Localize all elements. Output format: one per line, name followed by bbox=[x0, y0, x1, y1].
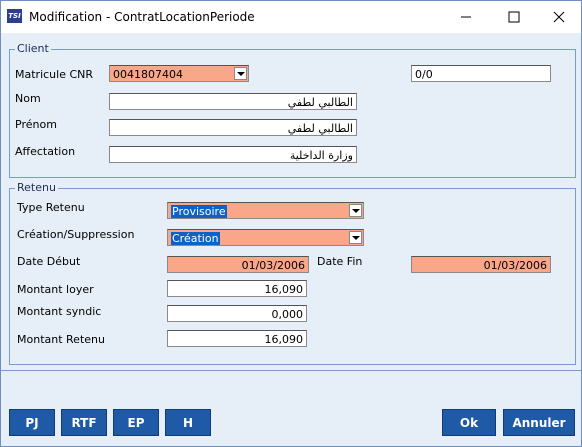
window-title: Modification - ContratLocationPeriode bbox=[29, 10, 255, 24]
group-legend: Retenu bbox=[15, 181, 58, 194]
type-combo[interactable]: Provisoire bbox=[167, 202, 364, 219]
counter-field[interactable]: 0/0 bbox=[411, 65, 551, 82]
prenom-field[interactable]: الطالبي لطفي bbox=[109, 119, 357, 136]
window-controls[interactable] bbox=[451, 9, 571, 25]
label: Montant Retenu bbox=[17, 333, 105, 346]
label: Création/Suppression bbox=[17, 228, 135, 241]
button[interactable]: Ok bbox=[442, 409, 496, 436]
button[interactable]: PJ bbox=[9, 409, 55, 436]
matricule-combo[interactable]: 0041807404 bbox=[109, 65, 249, 82]
app-icon: TSI bbox=[7, 9, 22, 23]
label: Montant syndic bbox=[17, 305, 102, 318]
combo-value: Création bbox=[171, 232, 220, 245]
label: Date Fin bbox=[317, 255, 363, 268]
title-bar: TSI Modification - ContratLocationPeriod… bbox=[1, 1, 581, 33]
button[interactable]: EP bbox=[113, 409, 159, 436]
date-debut-field[interactable]: 01/03/2006 bbox=[167, 256, 309, 273]
label: Prénom bbox=[15, 118, 57, 131]
button[interactable]: Annuler bbox=[503, 409, 575, 436]
creation-combo[interactable]: Création bbox=[167, 229, 364, 246]
separator bbox=[1, 370, 581, 371]
nom-field[interactable]: الطالبي لطفي bbox=[109, 93, 357, 110]
syndic-field[interactable]: 0,000 bbox=[167, 305, 307, 322]
dropdown-arrow[interactable] bbox=[234, 67, 247, 80]
loyer-field[interactable]: 16,090 bbox=[167, 280, 307, 297]
client-group bbox=[9, 49, 576, 178]
button[interactable]: RTF bbox=[61, 409, 107, 436]
button[interactable]: H bbox=[165, 409, 211, 436]
label: Nom bbox=[15, 92, 41, 105]
dropdown-arrow[interactable] bbox=[349, 231, 362, 244]
montant-retenu-field[interactable]: 16,090 bbox=[167, 330, 307, 347]
date-fin-field[interactable]: 01/03/2006 bbox=[411, 256, 551, 273]
label: Affectation bbox=[15, 145, 76, 158]
affectation-field[interactable]: وزارة الداخلية bbox=[109, 146, 357, 163]
dropdown-arrow[interactable] bbox=[349, 204, 362, 217]
group-legend: Client bbox=[15, 42, 51, 55]
label: Matricule CNR bbox=[15, 68, 94, 81]
retenu-group bbox=[9, 188, 576, 365]
combo-value: 0041807404 bbox=[113, 68, 183, 81]
label: Montant loyer bbox=[17, 283, 94, 296]
label: Type Retenu bbox=[17, 201, 85, 214]
label: Date Début bbox=[17, 255, 81, 268]
combo-value: Provisoire bbox=[171, 205, 227, 218]
